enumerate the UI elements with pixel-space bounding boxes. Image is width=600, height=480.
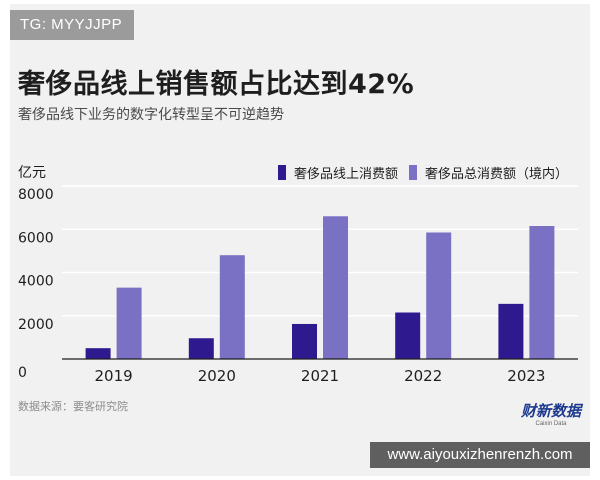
bar-total — [426, 232, 452, 359]
chart-panel — [10, 4, 590, 476]
x-tick-label: 2020 — [198, 367, 236, 385]
legend-item-online: 奢侈品线上消费额 — [278, 163, 398, 182]
x-tick-label: 2021 — [301, 367, 339, 385]
x-tick-label: 2022 — [404, 367, 442, 385]
legend-item-total: 奢侈品总消费额（境内） — [409, 163, 568, 182]
bar-total — [219, 255, 245, 359]
legend-label-online: 奢侈品线上消费额 — [294, 167, 399, 182]
y-tick-label: 0 — [18, 365, 27, 381]
watermark-tag: TG: MYYJJPP — [10, 10, 134, 40]
logo-sub-text: Caixin Data — [535, 421, 567, 427]
chart-title: 奢侈品线上销售额占比达到42% — [18, 69, 415, 100]
y-tick-label: 8000 — [18, 187, 54, 203]
logo-main-text: 财新数据 — [520, 402, 581, 420]
data-source: 数据来源：要客研究院 — [18, 400, 128, 413]
y-axis-unit: 亿元 — [18, 165, 46, 181]
bar-total — [116, 287, 142, 359]
legend-swatch-total — [409, 165, 417, 180]
bar-online — [292, 323, 317, 359]
y-tick-label: 2000 — [18, 317, 54, 333]
bar-online — [498, 303, 524, 359]
bar-online — [188, 338, 214, 359]
chart-subtitle: 奢侈品线下业务的数字化转型呈不可逆趋势 — [18, 107, 284, 123]
x-tick-label: 2019 — [95, 367, 133, 385]
bar-total — [529, 226, 555, 359]
url-watermark: www.aiyouxizhenrenzh.com — [370, 442, 590, 468]
bar-total — [323, 216, 348, 359]
legend-swatch-online — [278, 165, 286, 180]
bar-online — [85, 348, 111, 359]
legend-label-total: 奢侈品总消费额（境内） — [425, 167, 569, 182]
caixin-data-logo: 财新数据 Caixin Data — [520, 403, 582, 433]
bar-online — [395, 312, 421, 359]
y-tick-label: 4000 — [18, 274, 54, 290]
x-tick-label: 2023 — [507, 367, 545, 385]
y-tick-label: 6000 — [18, 230, 54, 246]
